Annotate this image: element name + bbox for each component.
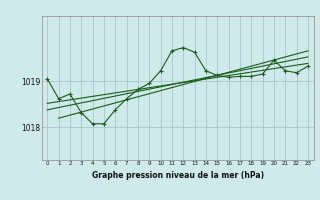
X-axis label: Graphe pression niveau de la mer (hPa): Graphe pression niveau de la mer (hPa): [92, 171, 264, 180]
